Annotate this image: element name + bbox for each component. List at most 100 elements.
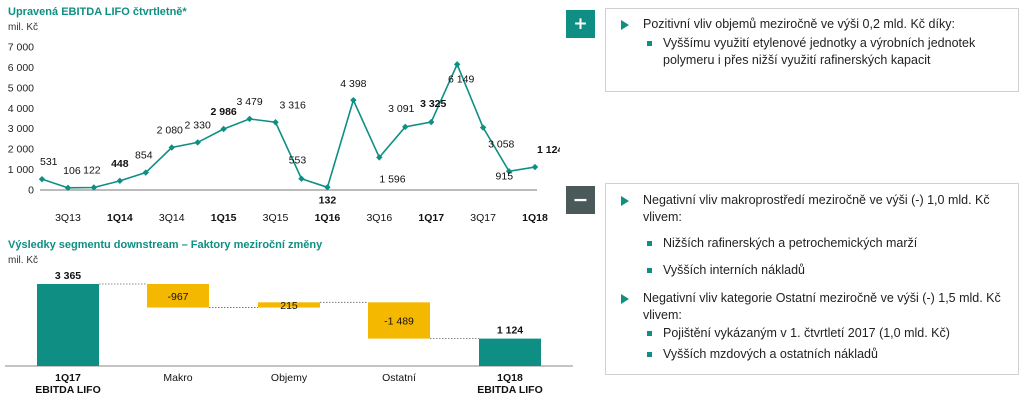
x-tick-label: 1Q14	[107, 212, 133, 224]
square-bullet-icon	[647, 352, 652, 357]
y-tick-label: 1 000	[8, 164, 34, 176]
waterfall-bar	[147, 284, 209, 308]
waterfall-chart-title: Výsledky segmentu downstream – Faktory m…	[8, 239, 323, 251]
x-tick-label: 3Q15	[263, 212, 289, 224]
data-label: 2 330	[185, 119, 211, 131]
waterfall-bar	[258, 302, 320, 308]
square-bullet-icon	[647, 241, 652, 246]
line-chart: 0 1 000 2 000 3 000 4 000 5 000 6 000 7 000 3Q13…	[8, 42, 560, 225]
plus-icon: +	[566, 10, 595, 38]
data-label: 448	[111, 158, 129, 170]
ebitda-point	[116, 177, 124, 185]
negative-heading-macro: Negativní vliv makroprostředí meziročně …	[643, 193, 990, 224]
waterfall-value-label: 3 365	[55, 270, 81, 282]
ebitda-point	[402, 123, 409, 131]
y-tick-label: 2 000	[8, 144, 34, 156]
waterfall-value-label: 1 124	[497, 325, 523, 337]
negative-macro-item: Nižších rafinerských a petrochemických m…	[663, 236, 918, 250]
data-label: 3 091	[388, 103, 414, 115]
ebitda-point	[531, 163, 539, 171]
data-label: 3 058	[488, 139, 514, 151]
y-tick-label: 7 000	[8, 42, 34, 54]
data-label: 854	[135, 150, 153, 162]
waterfall-category-label: Ostatní	[382, 372, 416, 384]
ebitda-point	[194, 139, 201, 146]
x-tick-label: 3Q14	[159, 212, 185, 224]
x-tick-label: 1Q15	[211, 212, 237, 224]
ebitda-point	[142, 169, 149, 176]
ebitda-point	[168, 144, 175, 151]
data-label: 2 986	[210, 106, 236, 118]
ebitda-series-line	[41, 62, 536, 189]
ebitda-point	[428, 118, 435, 126]
arrow-bullet-icon	[621, 20, 629, 30]
ebitda-point	[246, 115, 253, 123]
arrow-bullet-icon	[621, 294, 629, 304]
data-label: 122	[83, 165, 101, 177]
negative-other-item: Pojištění vykázaným v 1. čtvrtletí 2017 …	[663, 326, 950, 340]
waterfall-bar	[368, 302, 430, 339]
ebitda-point	[453, 61, 461, 68]
data-label: 3 325	[420, 98, 446, 110]
data-label: 2 080	[157, 125, 183, 137]
data-label: 106	[63, 165, 81, 177]
waterfall-category-label: 1Q17	[55, 372, 81, 384]
ebitda-point	[90, 184, 98, 191]
negative-other-item: Vyšších mzdových a ostatních nákladů	[663, 347, 878, 361]
negative-factors-box: Negativní vliv makroprostředí meziročně …	[605, 183, 1019, 375]
ebitda-point	[479, 124, 487, 131]
x-tick-label: 3Q17	[470, 212, 496, 224]
data-label: 1 124	[537, 144, 560, 156]
ebitda-point	[298, 175, 305, 182]
y-tick-label: 5 000	[8, 82, 34, 94]
line-chart-unit: mil. Kč	[8, 22, 38, 33]
ebitda-point	[324, 184, 331, 191]
minus-icon: −	[566, 186, 595, 214]
waterfall-category-label: Objemy	[271, 372, 308, 384]
square-bullet-icon	[647, 331, 652, 336]
line-chart-title: Upravená EBITDA LIFO čtvrtletně*	[8, 6, 187, 18]
data-label: 1 596	[379, 173, 405, 185]
ebitda-point	[272, 119, 279, 126]
waterfall-value-label: -1 489	[384, 315, 414, 327]
y-tick-label: 6 000	[8, 62, 34, 74]
x-tick-label: 3Q16	[366, 212, 392, 224]
data-label: 4 398	[340, 78, 366, 90]
ebitda-point	[64, 184, 72, 192]
data-label: 915	[496, 170, 514, 182]
waterfall-category-label: 1Q18	[497, 372, 523, 384]
negative-heading-other: Negativní vliv kategorie Ostatní meziroč…	[643, 291, 1001, 322]
data-label: 531	[40, 156, 58, 168]
ebitda-point	[505, 168, 513, 175]
negative-macro-item: Vyšších interních nákladů	[663, 263, 805, 277]
data-label: 132	[319, 194, 337, 206]
data-label: 553	[289, 155, 307, 167]
data-label: 3 316	[280, 99, 306, 111]
waterfall-category-label: EBITDA LIFO	[35, 384, 101, 396]
square-bullet-icon	[647, 268, 652, 273]
x-tick-label: 1Q17	[418, 212, 444, 224]
waterfall-chart-unit: mil. Kč	[8, 255, 38, 266]
waterfall-bar	[37, 284, 99, 366]
waterfall-category-label: Makro	[163, 372, 192, 384]
waterfall-value-label: 215	[280, 300, 298, 312]
arrow-bullet-icon	[621, 196, 629, 206]
positive-factors-box: Pozitivní vliv objemů meziročně ve výši …	[605, 8, 1019, 92]
x-tick-label: 3Q13	[55, 212, 81, 224]
positive-item: Vyššímu využití etylenové jednotky a výr…	[663, 36, 976, 67]
ebitda-point	[38, 175, 46, 183]
x-tick-label: 1Q16	[315, 212, 341, 224]
ebitda-point	[350, 96, 357, 104]
square-bullet-icon	[647, 41, 652, 46]
ebitda-point	[376, 154, 383, 161]
waterfall-bar	[479, 338, 541, 366]
ebitda-point	[220, 125, 227, 133]
data-label: 3 479	[236, 96, 262, 108]
y-tick-label: 3 000	[8, 123, 34, 135]
waterfall-value-label: -967	[167, 291, 188, 303]
positive-heading: Pozitivní vliv objemů meziročně ve výši …	[643, 17, 955, 31]
waterfall-category-label: EBITDA LIFO	[477, 384, 543, 396]
data-label: 6 149	[448, 73, 474, 85]
y-tick-label: 4 000	[8, 103, 34, 115]
